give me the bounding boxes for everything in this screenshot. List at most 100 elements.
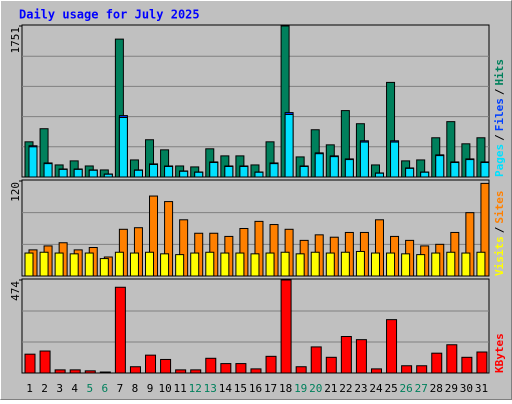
bar <box>265 355 277 374</box>
y-tick-label: 1751 <box>9 27 22 54</box>
bar <box>325 252 335 277</box>
bar <box>431 252 441 277</box>
bar <box>114 286 126 374</box>
plot-area <box>21 278 490 374</box>
y-tick-label: 474 <box>9 281 22 301</box>
bar <box>145 354 157 374</box>
x-tick-label: 28 <box>430 382 443 395</box>
bar <box>235 252 245 277</box>
bar <box>73 168 83 178</box>
x-tick-label: 23 <box>354 382 367 395</box>
bar <box>103 173 113 178</box>
bar <box>340 251 350 277</box>
bar <box>205 357 217 374</box>
bar <box>280 279 292 374</box>
bar <box>24 252 34 277</box>
x-tick-label: 20 <box>309 382 322 395</box>
x-tick-label: 25 <box>384 382 397 395</box>
bar <box>435 155 445 178</box>
x-tick-label: 22 <box>339 382 352 395</box>
bar <box>295 366 307 374</box>
bar <box>250 253 260 277</box>
x-tick-label: 10 <box>158 382 171 395</box>
x-tick-label: 15 <box>234 382 247 395</box>
legend-entry: Pages <box>493 144 506 177</box>
bar <box>54 252 64 277</box>
x-tick-label: 9 <box>147 382 154 395</box>
bar <box>24 353 36 374</box>
bar <box>461 356 473 374</box>
bar <box>265 252 275 277</box>
legend: KBytes <box>493 333 506 373</box>
x-tick-label: 16 <box>249 382 262 395</box>
bar <box>359 141 369 178</box>
bar <box>465 159 475 178</box>
bar <box>370 252 380 277</box>
bar <box>450 162 460 178</box>
plot-area <box>21 24 490 178</box>
legend-entry: Visits <box>493 236 506 276</box>
bar <box>129 252 139 277</box>
bar <box>405 167 415 178</box>
bar <box>43 163 53 178</box>
bar <box>401 365 413 374</box>
bar <box>461 252 471 277</box>
bar <box>84 370 96 374</box>
bar <box>145 251 155 277</box>
bar <box>310 346 322 374</box>
bar <box>250 368 262 374</box>
bar <box>295 253 305 277</box>
bar <box>239 165 249 178</box>
legend-entry: Files <box>493 98 506 131</box>
bar <box>446 344 458 374</box>
x-tick-label: 17 <box>264 382 277 395</box>
x-tick-label: 26 <box>400 382 413 395</box>
bar <box>416 365 428 374</box>
bar <box>446 251 456 277</box>
bar <box>325 356 337 374</box>
bar <box>205 251 215 277</box>
bar <box>84 252 94 277</box>
bar <box>175 254 185 277</box>
x-tick-label: 2 <box>41 382 48 395</box>
bar <box>114 251 124 277</box>
bar <box>269 163 279 178</box>
x-tick-label: 13 <box>204 382 217 395</box>
bar <box>386 319 398 374</box>
legend: Pages / Files / Hits <box>493 59 506 177</box>
bar <box>284 113 294 178</box>
x-tick-label: 29 <box>445 382 458 395</box>
bar <box>99 258 109 277</box>
y-tick-label: 120 <box>9 182 22 202</box>
bar <box>54 369 66 374</box>
bar <box>254 171 264 178</box>
bar <box>390 141 400 178</box>
bar <box>69 253 79 277</box>
bar <box>175 369 187 374</box>
bar <box>299 165 309 178</box>
x-tick-label: 6 <box>102 382 109 395</box>
legend-separator: / <box>493 88 506 95</box>
x-tick-label: 27 <box>415 382 428 395</box>
bar <box>476 351 488 374</box>
x-tick-label: 30 <box>460 382 473 395</box>
bar <box>280 251 290 277</box>
legend-entry: Sites <box>493 191 506 224</box>
bar <box>220 252 230 277</box>
bar <box>344 159 354 178</box>
bar <box>160 358 172 374</box>
x-tick-label: 21 <box>324 382 337 395</box>
bar <box>401 253 411 277</box>
bar <box>99 371 111 374</box>
bar <box>431 352 443 374</box>
legend-entry: Hits <box>493 59 506 86</box>
bar <box>314 153 324 178</box>
bar <box>133 169 143 178</box>
x-tick-label: 18 <box>279 382 292 395</box>
x-tick-label: 12 <box>189 382 202 395</box>
bar <box>224 165 234 178</box>
bar <box>355 339 367 374</box>
x-tick-label: 14 <box>219 382 233 395</box>
bar <box>374 172 384 178</box>
